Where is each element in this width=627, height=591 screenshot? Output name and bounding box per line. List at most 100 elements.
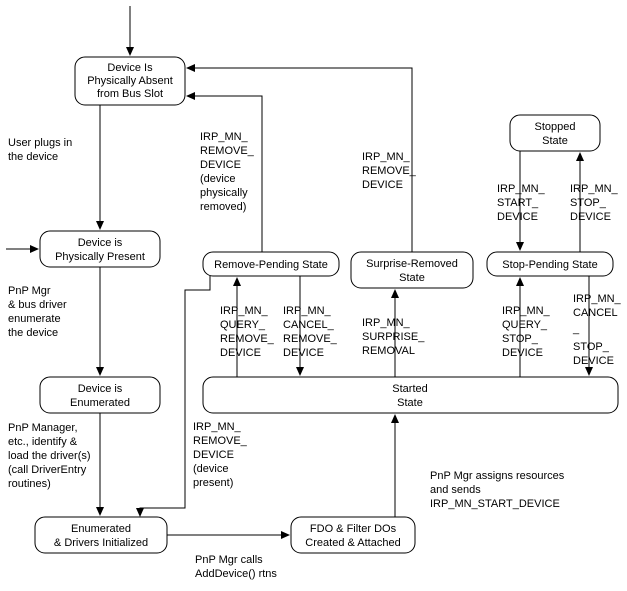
svg-text:Started: Started — [392, 383, 427, 395]
svg-text:Physically Present: Physically Present — [55, 251, 145, 263]
svg-text:QUERY_: QUERY_ — [502, 319, 548, 331]
svg-text:AddDevice() rtns: AddDevice() rtns — [195, 568, 277, 580]
svg-text:DEVICE: DEVICE — [573, 355, 614, 367]
svg-text:the device: the device — [8, 327, 58, 339]
svg-text:& bus driver: & bus driver — [8, 299, 67, 311]
label-start-device: IRP_MN_ START_ DEVICE — [497, 183, 546, 223]
svg-text:Enumerated: Enumerated — [70, 397, 130, 409]
svg-text:& Drivers Initialized: & Drivers Initialized — [54, 537, 148, 549]
label-cancel-remove: IRP_MN_ CANCEL_ REMOVE_ DEVICE — [283, 305, 338, 359]
svg-text:etc., identify &: etc., identify & — [8, 436, 78, 448]
svg-text:CANCEL: CANCEL — [573, 307, 618, 319]
svg-text:IRP_MN_: IRP_MN_ — [362, 151, 411, 163]
svg-text:Device is: Device is — [78, 237, 123, 249]
svg-text:REMOVE_: REMOVE_ — [200, 145, 255, 157]
label-cancel-stop: IRP_MN_ CANCEL _ STOP_ DEVICE — [572, 293, 622, 367]
svg-text:Enumerated: Enumerated — [71, 523, 131, 535]
svg-text:Stopped: Stopped — [535, 121, 576, 133]
svg-text:IRP_MN_: IRP_MN_ — [570, 183, 619, 195]
svg-text:IRP_MN_: IRP_MN_ — [200, 131, 249, 143]
svg-text:_: _ — [572, 323, 580, 335]
svg-text:the device: the device — [8, 151, 58, 163]
svg-text:from Bus Slot: from Bus Slot — [97, 88, 163, 100]
svg-text:REMOVE_: REMOVE_ — [283, 333, 338, 345]
label-remove-device-surprise: IRP_MN_ REMOVE_ DEVICE — [362, 151, 417, 191]
svg-text:STOP_: STOP_ — [570, 197, 607, 209]
label-remove-phys: IRP_MN_ REMOVE_ DEVICE (device physicall… — [200, 131, 255, 213]
svg-text:SURPRISE_: SURPRISE_ — [362, 331, 425, 343]
svg-text:Remove-Pending State: Remove-Pending State — [214, 259, 328, 271]
svg-text:State: State — [542, 135, 568, 147]
svg-text:IRP_MN_: IRP_MN_ — [497, 183, 546, 195]
node-present: Device is Physically Present — [40, 231, 160, 267]
svg-text:enumerate: enumerate — [8, 313, 61, 325]
node-enumerated: Device is Enumerated — [40, 377, 160, 413]
label-remove-present: IRP_MN_ REMOVE_ DEVICE (device present) — [193, 421, 248, 489]
svg-text:DEVICE: DEVICE — [497, 211, 538, 223]
svg-text:(call DriverEntry: (call DriverEntry — [8, 464, 87, 476]
svg-text:and sends: and sends — [430, 484, 481, 496]
node-fdo: FDO & Filter DOs Created & Attached — [291, 517, 415, 553]
label-adddevice: PnP Mgr calls AddDevice() rtns — [195, 554, 277, 580]
label-user-plugs: User plugs in the device — [8, 137, 72, 163]
node-surprise-removed: Surprise-Removed State — [351, 252, 473, 288]
svg-text:DEVICE: DEVICE — [502, 347, 543, 359]
svg-text:Surprise-Removed: Surprise-Removed — [366, 258, 458, 270]
svg-text:START_: START_ — [497, 197, 539, 209]
label-query-remove: IRP_MN_ QUERY_ REMOVE_ DEVICE — [220, 305, 275, 359]
svg-text:IRP_MN_START_DEVICE: IRP_MN_START_DEVICE — [430, 498, 560, 510]
svg-text:User plugs in: User plugs in — [8, 137, 72, 149]
svg-text:CANCEL_: CANCEL_ — [283, 319, 335, 331]
svg-text:State: State — [397, 397, 423, 409]
svg-text:(device: (device — [193, 463, 228, 475]
svg-text:DEVICE: DEVICE — [193, 449, 234, 461]
svg-text:DEVICE: DEVICE — [362, 179, 403, 191]
svg-text:physically: physically — [200, 187, 248, 199]
svg-text:routines): routines) — [8, 478, 51, 490]
label-identify-load: PnP Manager, etc., identify & load the d… — [8, 422, 91, 490]
svg-text:Device Is: Device Is — [107, 62, 153, 74]
svg-text:Stop-Pending State: Stop-Pending State — [502, 259, 597, 271]
svg-text:FDO & Filter DOs: FDO & Filter DOs — [310, 523, 397, 535]
svg-text:STOP_: STOP_ — [573, 341, 610, 353]
svg-text:REMOVE_: REMOVE_ — [220, 333, 275, 345]
label-surprise: IRP_MN_ SURPRISE_ REMOVAL — [362, 317, 425, 357]
svg-text:present): present) — [193, 477, 233, 489]
svg-text:PnP Mgr: PnP Mgr — [8, 285, 51, 297]
svg-text:Created & Attached: Created & Attached — [305, 537, 400, 549]
svg-text:REMOVE_: REMOVE_ — [193, 435, 248, 447]
svg-text:load the driver(s): load the driver(s) — [8, 450, 91, 462]
svg-text:DEVICE: DEVICE — [200, 159, 241, 171]
svg-text:DEVICE: DEVICE — [570, 211, 611, 223]
svg-text:PnP Mgr calls: PnP Mgr calls — [195, 554, 263, 566]
node-absent: Device Is Physically Absent from Bus Slo… — [75, 57, 185, 105]
svg-text:IRP_MN_: IRP_MN_ — [362, 317, 411, 329]
svg-text:(device: (device — [200, 173, 235, 185]
svg-text:removed): removed) — [200, 201, 246, 213]
svg-text:IRP_MN_: IRP_MN_ — [502, 305, 551, 317]
node-stop-pending: Stop-Pending State — [487, 252, 613, 276]
label-enumerate: PnP Mgr & bus driver enumerate the devic… — [8, 285, 67, 339]
svg-text:IRP_MN_: IRP_MN_ — [193, 421, 242, 433]
label-assign-start: PnP Mgr assigns resources and sends IRP_… — [430, 470, 565, 510]
svg-text:State: State — [399, 272, 425, 284]
svg-text:Device is: Device is — [78, 383, 123, 395]
label-stop-device: IRP_MN_ STOP_ DEVICE — [570, 183, 619, 223]
svg-text:PnP Manager,: PnP Manager, — [8, 422, 78, 434]
svg-text:STOP_: STOP_ — [502, 333, 539, 345]
node-remove-pending: Remove-Pending State — [203, 252, 339, 276]
svg-text:QUERY_: QUERY_ — [220, 319, 266, 331]
svg-text:IRP_MN_: IRP_MN_ — [220, 305, 269, 317]
svg-text:REMOVE_: REMOVE_ — [362, 165, 417, 177]
node-stopped: Stopped State — [510, 115, 600, 151]
svg-text:DEVICE: DEVICE — [283, 347, 324, 359]
node-enum-drivers: Enumerated & Drivers Initialized — [35, 517, 167, 553]
svg-text:PnP Mgr assigns resources: PnP Mgr assigns resources — [430, 470, 565, 482]
svg-text:REMOVAL: REMOVAL — [362, 345, 415, 357]
svg-text:Physically Absent: Physically Absent — [87, 75, 173, 87]
node-started: Started State — [203, 377, 618, 413]
svg-text:IRP_MN_: IRP_MN_ — [283, 305, 332, 317]
svg-text:IRP_MN_: IRP_MN_ — [573, 293, 622, 305]
label-query-stop: IRP_MN_ QUERY_ STOP_ DEVICE — [502, 305, 551, 359]
svg-text:DEVICE: DEVICE — [220, 347, 261, 359]
